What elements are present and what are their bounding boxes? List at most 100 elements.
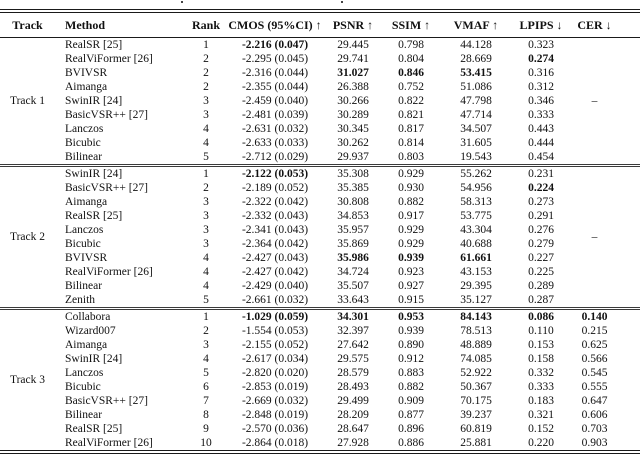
track-label: Track 3 — [0, 307, 55, 452]
cell-lpips: 0.227 — [528, 252, 554, 264]
cell-lpips: 0.276 — [528, 224, 554, 236]
cell-cmos: -2.661 (0.032) — [241, 294, 309, 306]
cell-rank: 1 — [187, 307, 225, 324]
cell-cmos: -2.322 (0.042) — [241, 196, 309, 208]
cell-ssim: 0.798 — [398, 39, 424, 51]
cell-vmaf: 28.669 — [460, 53, 492, 65]
cell-rank: 5 — [203, 294, 209, 306]
table-row: BasicVSR++ [27] 7 -2.669 (0.032) 29.499 0.90… — [0, 394, 640, 408]
cell-lpips: 0.224 — [528, 182, 554, 194]
cell-psnr: 29.741 — [337, 53, 369, 65]
table-row: Wizard007 2 -1.554 (0.053) 32.397 0.939 78.51… — [0, 324, 640, 338]
cell-vmaf: 50.367 — [460, 381, 492, 393]
cell-vmaf: 74.085 — [460, 353, 492, 365]
cell-psnr: 34.301 — [325, 307, 381, 324]
cell-rank: 5 — [203, 367, 209, 379]
cell-vmaf: 53.415 — [460, 67, 492, 79]
cell-psnr: 28.209 — [337, 409, 369, 421]
cell-cmos: -2.364 (0.042) — [241, 238, 309, 250]
cell-cmos: -2.481 (0.039) — [241, 109, 309, 121]
cell-method: BasicVSR++ [27] — [65, 395, 148, 407]
table-row: RealSR [25] 3 -2.332 (0.043) 34.853 0.917 53.… — [0, 209, 640, 223]
track-label: Track 1 — [9, 95, 46, 107]
cell-ssim: 0.817 — [398, 123, 424, 135]
benchmark-results-table: Track Method Rank CMOS (95%CI) ↑ PSNR ↑ SSIM … — [0, 9, 640, 454]
cell-psnr: 29.445 — [337, 39, 369, 51]
cell-psnr: 34.724 — [337, 266, 369, 278]
caption-descender-speck — [181, 1, 183, 3]
cell-cmos: -2.617 (0.034) — [241, 353, 309, 365]
cell-method: RealViFormer [26] — [65, 53, 153, 65]
cell-ssim: 0.804 — [398, 53, 424, 65]
cell-psnr: 35.957 — [337, 224, 369, 236]
cell-ssim: 0.883 — [398, 367, 424, 379]
cell-lpips: 0.332 — [528, 367, 554, 379]
cell-psnr: 30.345 — [337, 123, 369, 135]
cell-psnr: 33.643 — [337, 294, 369, 306]
cell-cer: 0.703 — [581, 423, 608, 435]
cell-rank: 2 — [203, 325, 209, 337]
cell-psnr: 28.579 — [337, 367, 369, 379]
cell-vmaf: 25.881 — [460, 437, 492, 449]
cell-vmaf: 78.513 — [460, 325, 492, 337]
cell-cmos: -2.427 (0.042) — [241, 266, 309, 278]
cell-ssim: 0.890 — [398, 339, 424, 351]
cell-method: RealViFormer [26] — [65, 437, 153, 449]
cell-lpips: 0.231 — [511, 164, 571, 181]
cell-rank: 7 — [203, 395, 209, 407]
cell-method: BasicVSR++ [27] — [65, 182, 148, 194]
cer-shared-dash: – — [571, 164, 640, 309]
cell-cmos: -2.427 (0.043) — [241, 252, 309, 264]
table-row: BVIVSR 2 -2.316 (0.044) 31.027 0.846 53.415 0.… — [0, 66, 640, 80]
cell-method: Bilinear — [65, 151, 103, 163]
cell-ssim: 0.846 — [398, 67, 424, 79]
cell-vmaf: 31.605 — [460, 137, 492, 149]
cell-method: Bilinear — [65, 280, 103, 292]
cell-rank: 5 — [203, 151, 209, 163]
cell-lpips: 0.158 — [528, 353, 554, 365]
cell-cer: 0.647 — [581, 395, 608, 407]
cell-psnr: 32.397 — [337, 325, 369, 337]
cell-method: Bilinear — [65, 409, 103, 421]
cell-cmos: -2.820 (0.020) — [241, 367, 309, 379]
cell-ssim: 0.927 — [398, 280, 424, 292]
cell-ssim: 0.803 — [398, 151, 424, 163]
cell-cer: 0.545 — [581, 367, 608, 379]
cell-vmaf: 60.819 — [460, 423, 492, 435]
cell-vmaf: 29.395 — [460, 280, 492, 292]
cell-rank: 4 — [203, 252, 209, 264]
cell-lpips: 0.086 — [511, 307, 571, 324]
cell-psnr: 29.499 — [337, 395, 369, 407]
cell-psnr: 29.575 — [337, 353, 369, 365]
cell-method: Aimanga — [65, 81, 108, 93]
cell-lpips: 0.273 — [528, 196, 554, 208]
cell-vmaf: 53.775 — [460, 210, 492, 222]
cell-rank: 2 — [203, 81, 209, 93]
cell-lpips: 0.279 — [528, 238, 554, 250]
cell-ssim: 0.822 — [398, 95, 424, 107]
cell-cmos: -2.295 (0.045) — [241, 53, 309, 65]
cell-ssim: 0.882 — [398, 196, 424, 208]
cell-lpips: 0.316 — [528, 67, 554, 79]
cell-cmos: -2.848 (0.019) — [241, 409, 309, 421]
table-row: Lanczos 4 -2.631 (0.032) 30.345 0.817 34.507 0… — [0, 122, 640, 136]
table-row: Aimanga 3 -2.155 (0.052) 27.642 0.890 48.889 0… — [0, 338, 640, 352]
cell-lpips: 0.333 — [528, 109, 554, 121]
cell-rank: 4 — [203, 137, 209, 149]
cell-rank: 4 — [203, 123, 209, 135]
cell-lpips: 0.110 — [528, 325, 554, 337]
cell-ssim: 0.882 — [398, 381, 424, 393]
cell-cer: 0.625 — [581, 339, 608, 351]
cell-method: RealSR [25] — [65, 210, 123, 222]
cell-ssim: 0.929 — [398, 224, 424, 236]
cell-rank: 2 — [203, 53, 209, 65]
cell-cmos: -2.669 (0.032) — [241, 395, 309, 407]
table-row: Lanczos 3 -2.341 (0.043) 35.957 0.929 43.304 0… — [0, 223, 640, 237]
cell-lpips: 0.333 — [528, 381, 554, 393]
cer-shared-dash: – — [591, 95, 598, 107]
cell-lpips: 0.312 — [528, 81, 554, 93]
cell-vmaf: 34.507 — [460, 123, 492, 135]
column-header-ssim: SSIM ↑ — [381, 11, 441, 38]
cell-vmaf: 43.153 — [460, 266, 492, 278]
